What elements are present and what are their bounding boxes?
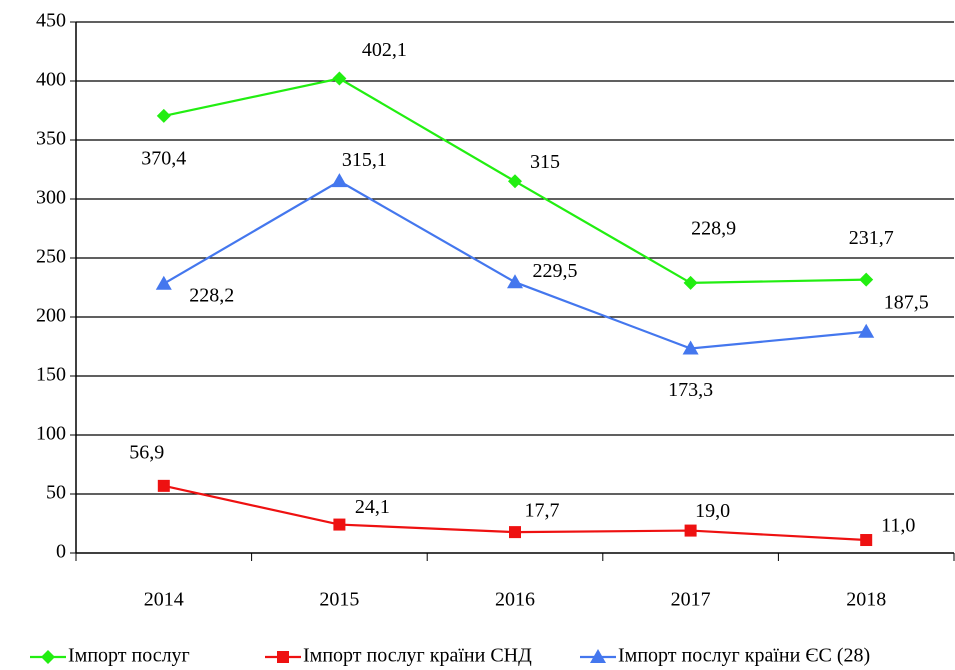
y-tick-label: 150 bbox=[36, 364, 66, 386]
y-tick-label: 300 bbox=[36, 187, 66, 209]
point bbox=[508, 174, 522, 189]
y-tick-label: 100 bbox=[36, 423, 66, 445]
point bbox=[860, 534, 873, 547]
point bbox=[41, 650, 55, 664]
legend-label: Імпорт послуг країни ЄС (28) bbox=[618, 645, 870, 667]
legend-label: Імпорт послуг bbox=[68, 645, 190, 667]
data-label: 17,7 bbox=[525, 500, 560, 522]
y-tick-label: 400 bbox=[36, 69, 66, 91]
point bbox=[156, 108, 171, 123]
data-label: 231,7 bbox=[849, 227, 894, 249]
y-tick-label: 450 bbox=[36, 10, 66, 32]
point bbox=[509, 526, 521, 539]
point bbox=[277, 651, 289, 663]
point bbox=[858, 323, 875, 338]
series-line bbox=[163, 179, 867, 350]
point bbox=[684, 524, 697, 537]
point bbox=[590, 649, 606, 663]
data-label: 402,1 bbox=[362, 39, 407, 61]
y-tick-label: 50 bbox=[46, 482, 66, 504]
point bbox=[683, 275, 698, 290]
data-label: 24,1 bbox=[355, 496, 390, 518]
y-tick-label: 250 bbox=[36, 246, 66, 268]
data-label: 56,9 bbox=[129, 441, 164, 463]
point bbox=[332, 71, 347, 86]
point bbox=[859, 272, 874, 287]
data-label: 229,5 bbox=[533, 260, 578, 282]
point bbox=[507, 274, 523, 289]
data-label: 228,9 bbox=[691, 217, 736, 239]
point bbox=[155, 275, 172, 290]
data-label: 187,5 bbox=[884, 291, 929, 313]
point bbox=[682, 340, 699, 355]
data-label: 11,0 bbox=[881, 515, 915, 537]
y-tick-label: 200 bbox=[36, 305, 66, 327]
legend-label: Імпорт послуг країни СНД bbox=[303, 645, 532, 667]
x-tick-label: 2018 bbox=[846, 589, 886, 611]
point bbox=[333, 518, 346, 531]
point bbox=[331, 173, 348, 188]
data-label: 370,4 bbox=[141, 148, 186, 170]
x-tick-label: 2015 bbox=[319, 589, 359, 611]
data-label: 315 bbox=[530, 151, 560, 173]
x-tick-label: 2014 bbox=[144, 589, 184, 611]
data-label: 19,0 bbox=[695, 500, 730, 522]
point bbox=[157, 479, 170, 492]
data-label: 315,1 bbox=[342, 149, 387, 171]
data-label: 173,3 bbox=[668, 379, 713, 401]
y-tick-label: 0 bbox=[56, 541, 66, 563]
y-tick-label: 350 bbox=[36, 128, 66, 150]
data-label: 228,2 bbox=[189, 284, 234, 306]
x-tick-label: 2016 bbox=[495, 589, 535, 611]
x-tick-label: 2017 bbox=[671, 589, 711, 611]
